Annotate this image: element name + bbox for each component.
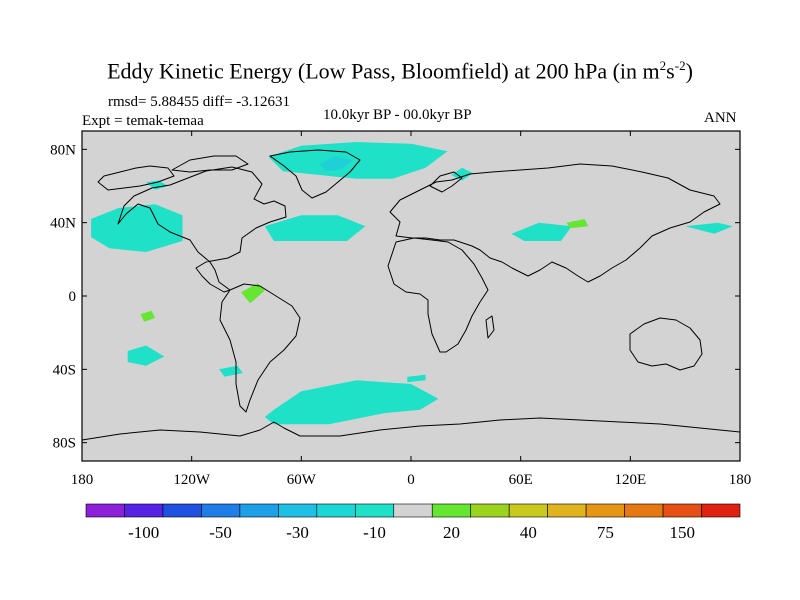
colorbar-swatch <box>624 503 664 518</box>
lat-tick-label: 80S <box>53 436 76 452</box>
arctic-islands-coast <box>171 155 249 173</box>
colorbar-swatch <box>393 503 433 518</box>
africa-coast <box>387 237 489 353</box>
lat-tick-label: 0 <box>69 289 77 305</box>
colorbar-label: 150 <box>670 523 696 542</box>
lon-tick-label: 120W <box>173 472 211 488</box>
region-south-pacific-small-negative <box>219 365 243 377</box>
colorbar-label: -100 <box>128 523 159 542</box>
colorbar-swatch <box>585 503 625 518</box>
lat-tick-label: 40S <box>53 362 76 378</box>
region-north-atlantic-negative <box>264 215 366 241</box>
colorbar-swatch <box>85 503 125 518</box>
lon-tick-label: 120E <box>614 472 646 488</box>
region-peru-positive <box>241 283 265 304</box>
greenland-coast <box>269 149 361 199</box>
colorbar-label: 40 <box>520 523 537 542</box>
colorbar-swatch <box>162 503 202 518</box>
title-exponent-2: -2 <box>674 58 686 73</box>
alaska-coast <box>97 165 175 191</box>
australia-coast <box>629 317 703 371</box>
colorbar-label: -30 <box>286 523 309 542</box>
madagascar-coast <box>485 315 495 339</box>
map-axis-ticks: 180 120W 60W 0 60E 120E 180 80N 40N 0 40S 80S <box>50 131 751 488</box>
europe-asia-coast <box>389 163 721 283</box>
colorbar-label: 75 <box>597 523 614 542</box>
region-greenland-core-negative <box>319 156 353 172</box>
colorbar-label: -10 <box>363 523 386 542</box>
figure-title: Eddy Kinetic Energy (Low Pass, Bloomfiel… <box>0 58 800 84</box>
lat-tick-label: 80N <box>50 142 76 158</box>
colorbar-swatch <box>701 503 741 518</box>
stats-label: rmsd= 5.88455 diff= -3.12631 <box>108 94 291 110</box>
map-plot: 180 120W 60W 0 60E 120E 180 80N 40N 0 40S 80S <box>50 130 751 488</box>
anomaly-regions <box>91 142 733 425</box>
colorbar-label: -50 <box>209 523 232 542</box>
colorbar-swatch <box>124 503 164 518</box>
antarctica-coast <box>81 417 741 441</box>
colorbar-label: 20 <box>443 523 460 542</box>
scandinavia-coast <box>429 171 463 193</box>
region-north-pacific-small-negative <box>146 180 168 190</box>
colorbar-swatch <box>470 503 510 518</box>
title-main: Eddy Kinetic Energy (Low Pass, Bloomfiel… <box>107 58 660 84</box>
colorbar-swatch <box>239 503 279 518</box>
title-mid: s <box>666 58 675 84</box>
region-north-atlantic-arctic-negative <box>268 142 448 179</box>
region-south-atlantic-small-negative <box>407 374 426 383</box>
colorbar-swatch <box>508 503 548 518</box>
region-north-pacific-negative <box>91 204 183 252</box>
region-central-pacific-positive <box>140 310 156 322</box>
region-south-pacific-negative <box>127 345 165 366</box>
region-tibet-positive <box>566 219 589 229</box>
colorbar-swatch <box>278 503 318 518</box>
lon-tick-label: 0 <box>407 472 415 488</box>
region-scandinavia-negative <box>451 167 474 181</box>
season-label: ANN <box>704 110 737 126</box>
region-west-pacific-negative <box>685 222 733 234</box>
lon-tick-label: 180 <box>729 472 752 488</box>
lat-tick-label: 40N <box>50 216 76 232</box>
region-southern-ocean-negative <box>264 380 439 425</box>
colorbar-swatch <box>316 503 356 518</box>
title-exponent-1: 2 <box>659 58 667 73</box>
coastlines <box>81 149 741 441</box>
colorbar-swatch <box>431 503 472 518</box>
north-america-coast <box>117 166 287 293</box>
lon-tick-label: 180 <box>71 472 94 488</box>
colorbar: -100 -50 -30 -10 20 40 75 150 <box>85 503 741 542</box>
lon-tick-label: 60E <box>509 472 533 488</box>
colorbar-swatch <box>547 503 587 518</box>
lon-tick-label: 60W <box>287 472 317 488</box>
colorbar-swatch <box>354 503 395 518</box>
south-america-coast <box>219 283 301 413</box>
colorbar-swatch <box>201 503 241 518</box>
region-central-asia-negative <box>511 222 572 241</box>
experiment-label: Expt = temak-temaa <box>82 113 204 129</box>
title-end: ) <box>685 58 693 84</box>
period-label: 10.0kyr BP - 00.0kyr BP <box>323 107 472 123</box>
colorbar-swatch <box>662 503 702 518</box>
